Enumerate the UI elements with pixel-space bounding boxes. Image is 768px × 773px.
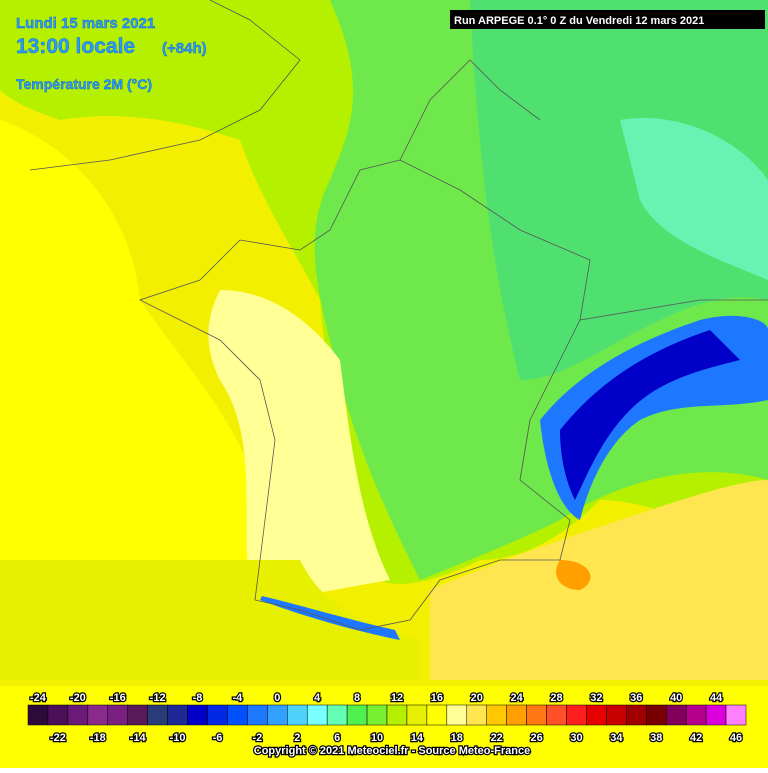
legend-swatch [426,704,448,726]
run-box [450,10,765,29]
legend-label: 6 [334,732,340,744]
legend-swatch [326,704,348,726]
legend-label: 16 [431,692,443,704]
legend-label: 40 [670,692,682,704]
legend-label: -10 [170,732,186,744]
legend-swatch [446,704,468,726]
legend-label: -20 [70,692,86,704]
legend-label: 46 [730,732,742,744]
borders [29,0,768,631]
legend-swatch [346,704,368,726]
legend-swatch [526,704,547,726]
legend-label: -16 [110,692,126,704]
legend-label: -4 [233,692,244,704]
legend-swatch [466,704,487,726]
legend-swatch [87,704,109,726]
legend-swatch [705,704,727,726]
legend-label: -6 [213,732,223,744]
legend-swatch [546,704,567,726]
legend-swatch [606,704,627,726]
legend-label: -8 [193,692,203,704]
legend-swatch [67,704,89,726]
legend-swatch [167,704,188,726]
legend-swatch [566,704,587,726]
legend-label: 2 [294,732,300,744]
legend-background [0,686,768,768]
legend-label: 36 [630,692,642,704]
legend-swatch [486,704,507,726]
legend-swatch [27,704,49,726]
legend-label: 0 [274,692,280,704]
variable-label: Température 2M (°C) [16,76,152,92]
legend-label: -12 [150,692,166,704]
forecast-lead: (+84h) [162,40,207,57]
legend-swatch [227,704,248,726]
legend-swatch [47,704,69,726]
legend-swatch [406,704,428,726]
legend-label: -18 [90,732,106,744]
legend-label: 26 [530,732,542,744]
legend-swatch [506,704,527,726]
legend-swatch [646,704,667,726]
legend-label: 8 [354,692,360,704]
copyright: Copyright © 2021 Meteociel.fr - Source M… [254,745,530,757]
legend-swatch [107,704,128,726]
legend: -24-22-20-18-16-14-12-10-8-6-4-202468101… [27,691,747,745]
legend-label: 4 [314,692,321,704]
legend-swatch [586,704,607,726]
legend-swatch [386,704,408,726]
legend-swatch [127,704,148,726]
legend-swatch [267,704,288,726]
run-info: Run ARPEGE 0.1° 0 Z du Vendredi 12 mars … [454,15,704,27]
legend-label: 10 [371,732,383,744]
legend-label: 28 [550,692,562,704]
forecast-time: 13:00 locale [16,35,135,58]
legend-label: 44 [710,692,723,704]
legend-label: 14 [411,732,424,744]
legend-swatch [626,704,647,726]
legend-swatch [366,704,388,726]
legend-label: -14 [130,732,147,744]
legend-swatch [685,704,707,726]
legend-label: -24 [30,692,47,704]
legend-label: 22 [491,732,503,744]
legend-label: -2 [252,732,262,744]
legend-label: 30 [570,732,582,744]
legend-label: 18 [451,732,463,744]
legend-label: 38 [650,732,662,744]
legend-label: 20 [471,692,483,704]
legend-swatch [147,704,168,726]
legend-swatch [287,704,308,726]
legend-swatch [207,704,228,726]
legend-label: -22 [50,732,66,744]
legend-label: 24 [511,692,524,704]
legend-swatch [665,704,687,726]
legend-swatch [187,704,208,726]
legend-label: 42 [690,732,702,744]
legend-swatch [725,704,747,726]
legend-label: 32 [590,692,602,704]
forecast-date: Lundi 15 mars 2021 [16,15,155,32]
legend-swatch [306,704,328,726]
legend-label: 12 [391,692,403,704]
legend-label: 34 [610,732,623,744]
legend-swatch [247,704,268,726]
